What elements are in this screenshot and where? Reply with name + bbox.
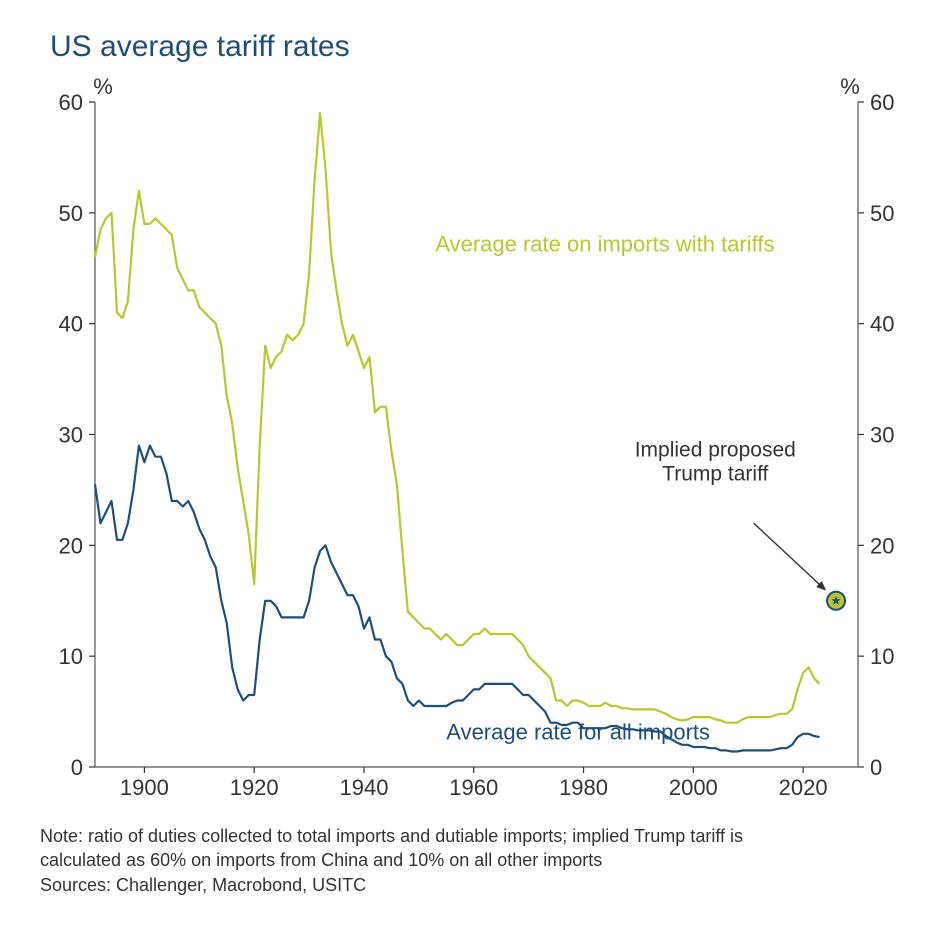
plot-svg: %%00101020203030404050506060190019201940… (40, 72, 913, 812)
footnote-line-1: Note: ratio of duties collected to total… (40, 824, 913, 848)
xtick: 1920 (230, 775, 279, 800)
xtick: 2020 (779, 775, 828, 800)
ytick-right: 0 (870, 755, 882, 780)
footnote-line-3: Sources: Challenger, Macrobond, USITC (40, 873, 913, 897)
footnote: Note: ratio of duties collected to total… (40, 824, 913, 897)
xtick: 1960 (449, 775, 498, 800)
ytick-right: 40 (870, 312, 894, 337)
ytick-right: 20 (870, 533, 894, 558)
footnote-line-2: calculated as 60% on imports from China … (40, 848, 913, 872)
chart-container: US average tariff rates %%00101020203030… (0, 0, 943, 943)
series-label-all: Average rate for all imports (446, 719, 710, 744)
xtick: 2000 (669, 775, 718, 800)
ytick-right: 30 (870, 423, 894, 448)
annotation-arrow (754, 523, 825, 590)
ytick-left: 40 (59, 312, 83, 337)
plot-area: %%00101020203030404050506060190019201940… (40, 72, 913, 812)
xtick: 1900 (120, 775, 169, 800)
ytick-left: 50 (59, 201, 83, 226)
annotation-line-1: Implied proposed (635, 439, 796, 462)
series-dutiable (95, 113, 820, 723)
ytick-right: 60 (870, 90, 894, 115)
chart-title: US average tariff rates (50, 30, 913, 64)
ytick-left: 0 (71, 755, 83, 780)
xtick: 1980 (559, 775, 608, 800)
series-all (95, 446, 820, 752)
series-label-dutiable: Average rate on imports with tariffs (435, 232, 774, 257)
ytick-right: 10 (870, 644, 894, 669)
annotation-line-2: Trump tariff (662, 463, 768, 486)
ytick-left: 10 (59, 644, 83, 669)
ytick-right: 50 (870, 201, 894, 226)
axis-unit-right: % (840, 74, 860, 99)
xtick: 1940 (339, 775, 388, 800)
ytick-left: 60 (59, 90, 83, 115)
axis-unit-left: % (93, 74, 113, 99)
ytick-left: 30 (59, 423, 83, 448)
ytick-left: 20 (59, 533, 83, 558)
